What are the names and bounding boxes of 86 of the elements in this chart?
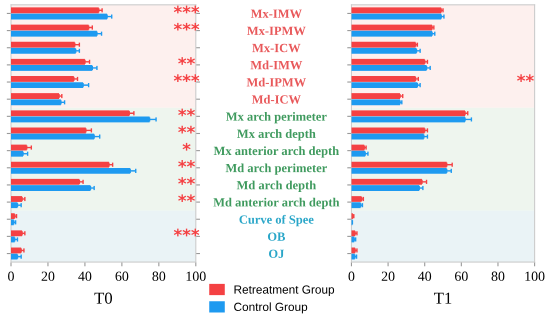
bar	[11, 7, 99, 14]
bar	[11, 202, 18, 208]
annotation: ***	[174, 74, 200, 82]
annotation: ***	[174, 228, 200, 236]
y-tick-label: Mx-IMW	[250, 10, 302, 18]
bar	[11, 14, 108, 20]
y-tick-label: Curve of Spee	[239, 214, 314, 226]
y-tick-label: Mx-ICW	[252, 44, 300, 52]
bar	[11, 254, 18, 260]
x-tick-label: 40	[418, 272, 432, 281]
y-tick-label: Md anterior arch depth	[213, 198, 340, 210]
bar	[351, 14, 442, 20]
annotation: **	[178, 126, 195, 134]
bar	[11, 24, 89, 30]
bar	[351, 24, 432, 30]
bar	[351, 30, 432, 37]
bar	[351, 196, 362, 202]
y-tick-label: Md-IMW	[250, 60, 302, 70]
bar	[11, 99, 61, 106]
x-tick-label: 80	[492, 272, 504, 281]
bar	[351, 82, 418, 88]
bar	[351, 202, 361, 208]
bar	[11, 30, 97, 37]
bar	[11, 185, 90, 191]
legend-label: Control Group	[234, 302, 308, 314]
bar	[11, 144, 27, 150]
annotation: ***	[174, 22, 200, 31]
bar	[11, 162, 109, 168]
annotation: ***	[174, 6, 200, 14]
bar	[11, 230, 22, 236]
x-axis-title: T1	[434, 292, 452, 304]
bar	[351, 42, 416, 48]
bar	[11, 110, 130, 116]
y-tick-label: Md arch depth	[236, 180, 316, 192]
bar	[351, 65, 427, 71]
bar	[351, 48, 416, 54]
x-tick-label: 40	[78, 272, 92, 281]
bar	[351, 76, 416, 82]
y-tick-label: Mx anterior arch depth	[214, 146, 339, 158]
bar	[11, 76, 74, 82]
x-axis-title: T0	[94, 292, 112, 304]
x-tick-label: 100	[186, 272, 206, 281]
annotation: **	[178, 177, 195, 185]
y-tick-label: OB	[268, 232, 286, 241]
legend-label: Retreatment Group	[234, 285, 334, 296]
x-tick-label: 80	[152, 272, 166, 281]
annotation: **	[178, 57, 195, 65]
y-tick-label: OJ	[268, 250, 284, 258]
bar	[351, 134, 424, 140]
bar	[11, 48, 76, 54]
y-tick-label: Md arch perimeter	[226, 163, 327, 175]
x-tick-label: 20	[382, 272, 394, 281]
annotation: **	[178, 160, 195, 168]
bar	[351, 144, 364, 150]
x-tick-label: 0	[348, 272, 354, 281]
x-tick-label: 60	[454, 272, 468, 281]
y-tick-label: Md-ICW	[252, 94, 301, 104]
annotation: **	[517, 74, 534, 82]
bar	[11, 196, 22, 202]
annotation: *	[182, 142, 191, 151]
bar	[11, 248, 22, 254]
annotation: **	[178, 194, 195, 202]
x-tick-label: 100	[525, 272, 544, 281]
bar	[11, 58, 85, 65]
bar	[351, 178, 422, 185]
bar	[11, 178, 80, 185]
bar	[351, 99, 400, 106]
y-tick-label: Mx-IPMW	[247, 26, 306, 36]
annotation: **	[178, 108, 195, 116]
x-tick-label: 20	[42, 272, 54, 281]
bar	[351, 7, 442, 14]
bar	[351, 127, 425, 134]
bar	[11, 150, 24, 157]
y-tick-label: Mx arch depth	[237, 129, 316, 140]
bar	[11, 93, 60, 100]
x-tick-label: 60	[116, 272, 128, 281]
bar	[11, 42, 75, 48]
bar	[11, 65, 92, 71]
bar	[351, 168, 447, 174]
bar	[351, 93, 400, 100]
bar	[351, 185, 420, 191]
x-tick-label: 0	[8, 272, 14, 281]
y-tick-label: Md-IPMW	[246, 78, 306, 87]
y-tick-label: Mx arch perimeter	[226, 112, 327, 124]
bar	[351, 58, 425, 65]
bar	[351, 110, 466, 116]
